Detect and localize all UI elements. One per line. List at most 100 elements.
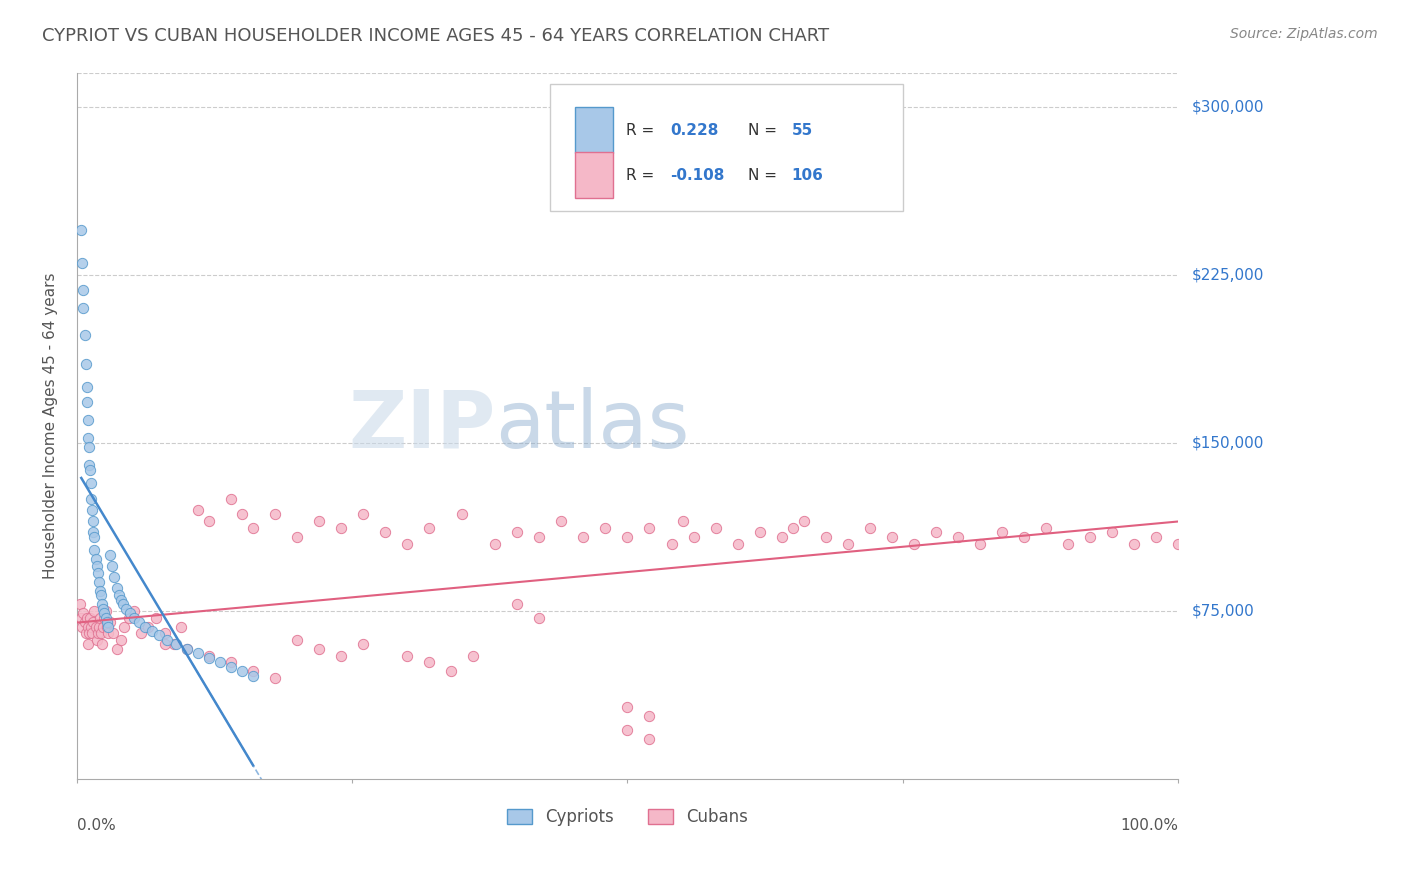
Text: atlas: atlas [495,387,690,465]
Point [859,521,882,535]
Point [72,606,94,620]
Point [87,626,110,640]
Point [814,530,837,544]
Point [97,619,120,633]
Point [638,521,661,535]
Point [156,632,179,647]
Point [1101,525,1123,540]
Point [418,656,440,670]
Point [105,582,128,596]
Point [506,525,529,540]
Point [86,559,108,574]
Point [242,665,264,679]
Point [94,610,117,624]
FancyBboxPatch shape [575,153,613,198]
Point [110,592,132,607]
Point [76,395,98,409]
Point [98,548,121,562]
Point [550,514,572,528]
Point [91,597,114,611]
Point [87,566,110,580]
Point [187,503,209,517]
Point [83,543,105,558]
Point [451,508,474,522]
Point [115,601,138,615]
Point [198,514,221,528]
Point [94,604,117,618]
Text: 55: 55 [792,123,813,137]
Text: -0.108: -0.108 [671,168,724,183]
Point [101,559,124,574]
Text: $150,000: $150,000 [1192,435,1264,450]
Point [84,552,107,566]
Point [77,431,100,445]
Point [163,637,186,651]
Point [782,521,804,535]
Point [72,284,94,298]
Point [616,700,638,714]
Point [77,619,100,633]
Point [77,626,100,640]
Point [352,637,374,651]
Point [616,530,638,544]
Point [198,648,221,663]
Point [748,525,770,540]
Point [285,530,308,544]
Point [110,632,132,647]
Point [903,536,925,550]
Point [1167,536,1189,550]
Point [91,637,114,651]
Point [837,536,859,550]
Point [219,491,242,506]
Text: 100.0%: 100.0% [1121,818,1178,833]
Point [69,597,91,611]
Point [682,530,704,544]
Point [84,619,107,633]
Point [308,642,330,657]
Point [93,606,115,620]
Point [82,525,104,540]
Point [352,508,374,522]
Point [90,588,112,602]
Point [82,626,104,640]
Point [87,619,110,633]
Point [153,626,176,640]
Point [77,440,100,454]
Point [98,615,121,629]
Point [285,632,308,647]
Point [661,536,683,550]
Point [96,615,118,629]
Point [80,619,103,633]
Point [208,656,231,670]
Point [1057,536,1080,550]
Point [83,604,105,618]
Point [165,637,187,651]
Point [91,601,114,615]
Point [148,628,170,642]
Point [72,256,94,270]
Point [1012,530,1035,544]
Point [77,413,100,427]
Point [484,536,506,550]
Point [198,651,221,665]
Point [595,521,617,535]
Legend: Cypriots, Cubans: Cypriots, Cubans [499,799,756,834]
Point [396,648,419,663]
Point [638,709,661,723]
Point [396,536,419,550]
Point [72,619,94,633]
Point [638,731,661,746]
Point [70,610,93,624]
Point [463,648,485,663]
Point [134,619,156,633]
Point [145,610,167,624]
Point [153,637,176,651]
Point [77,637,100,651]
Text: CYPRIOT VS CUBAN HOUSEHOLDER INCOME AGES 45 - 64 YEARS CORRELATION CHART: CYPRIOT VS CUBAN HOUSEHOLDER INCOME AGES… [42,27,830,45]
Point [793,514,815,528]
Point [374,525,396,540]
Text: $75,000: $75,000 [1192,603,1254,618]
Point [219,660,242,674]
Point [418,521,440,535]
Point [112,597,135,611]
